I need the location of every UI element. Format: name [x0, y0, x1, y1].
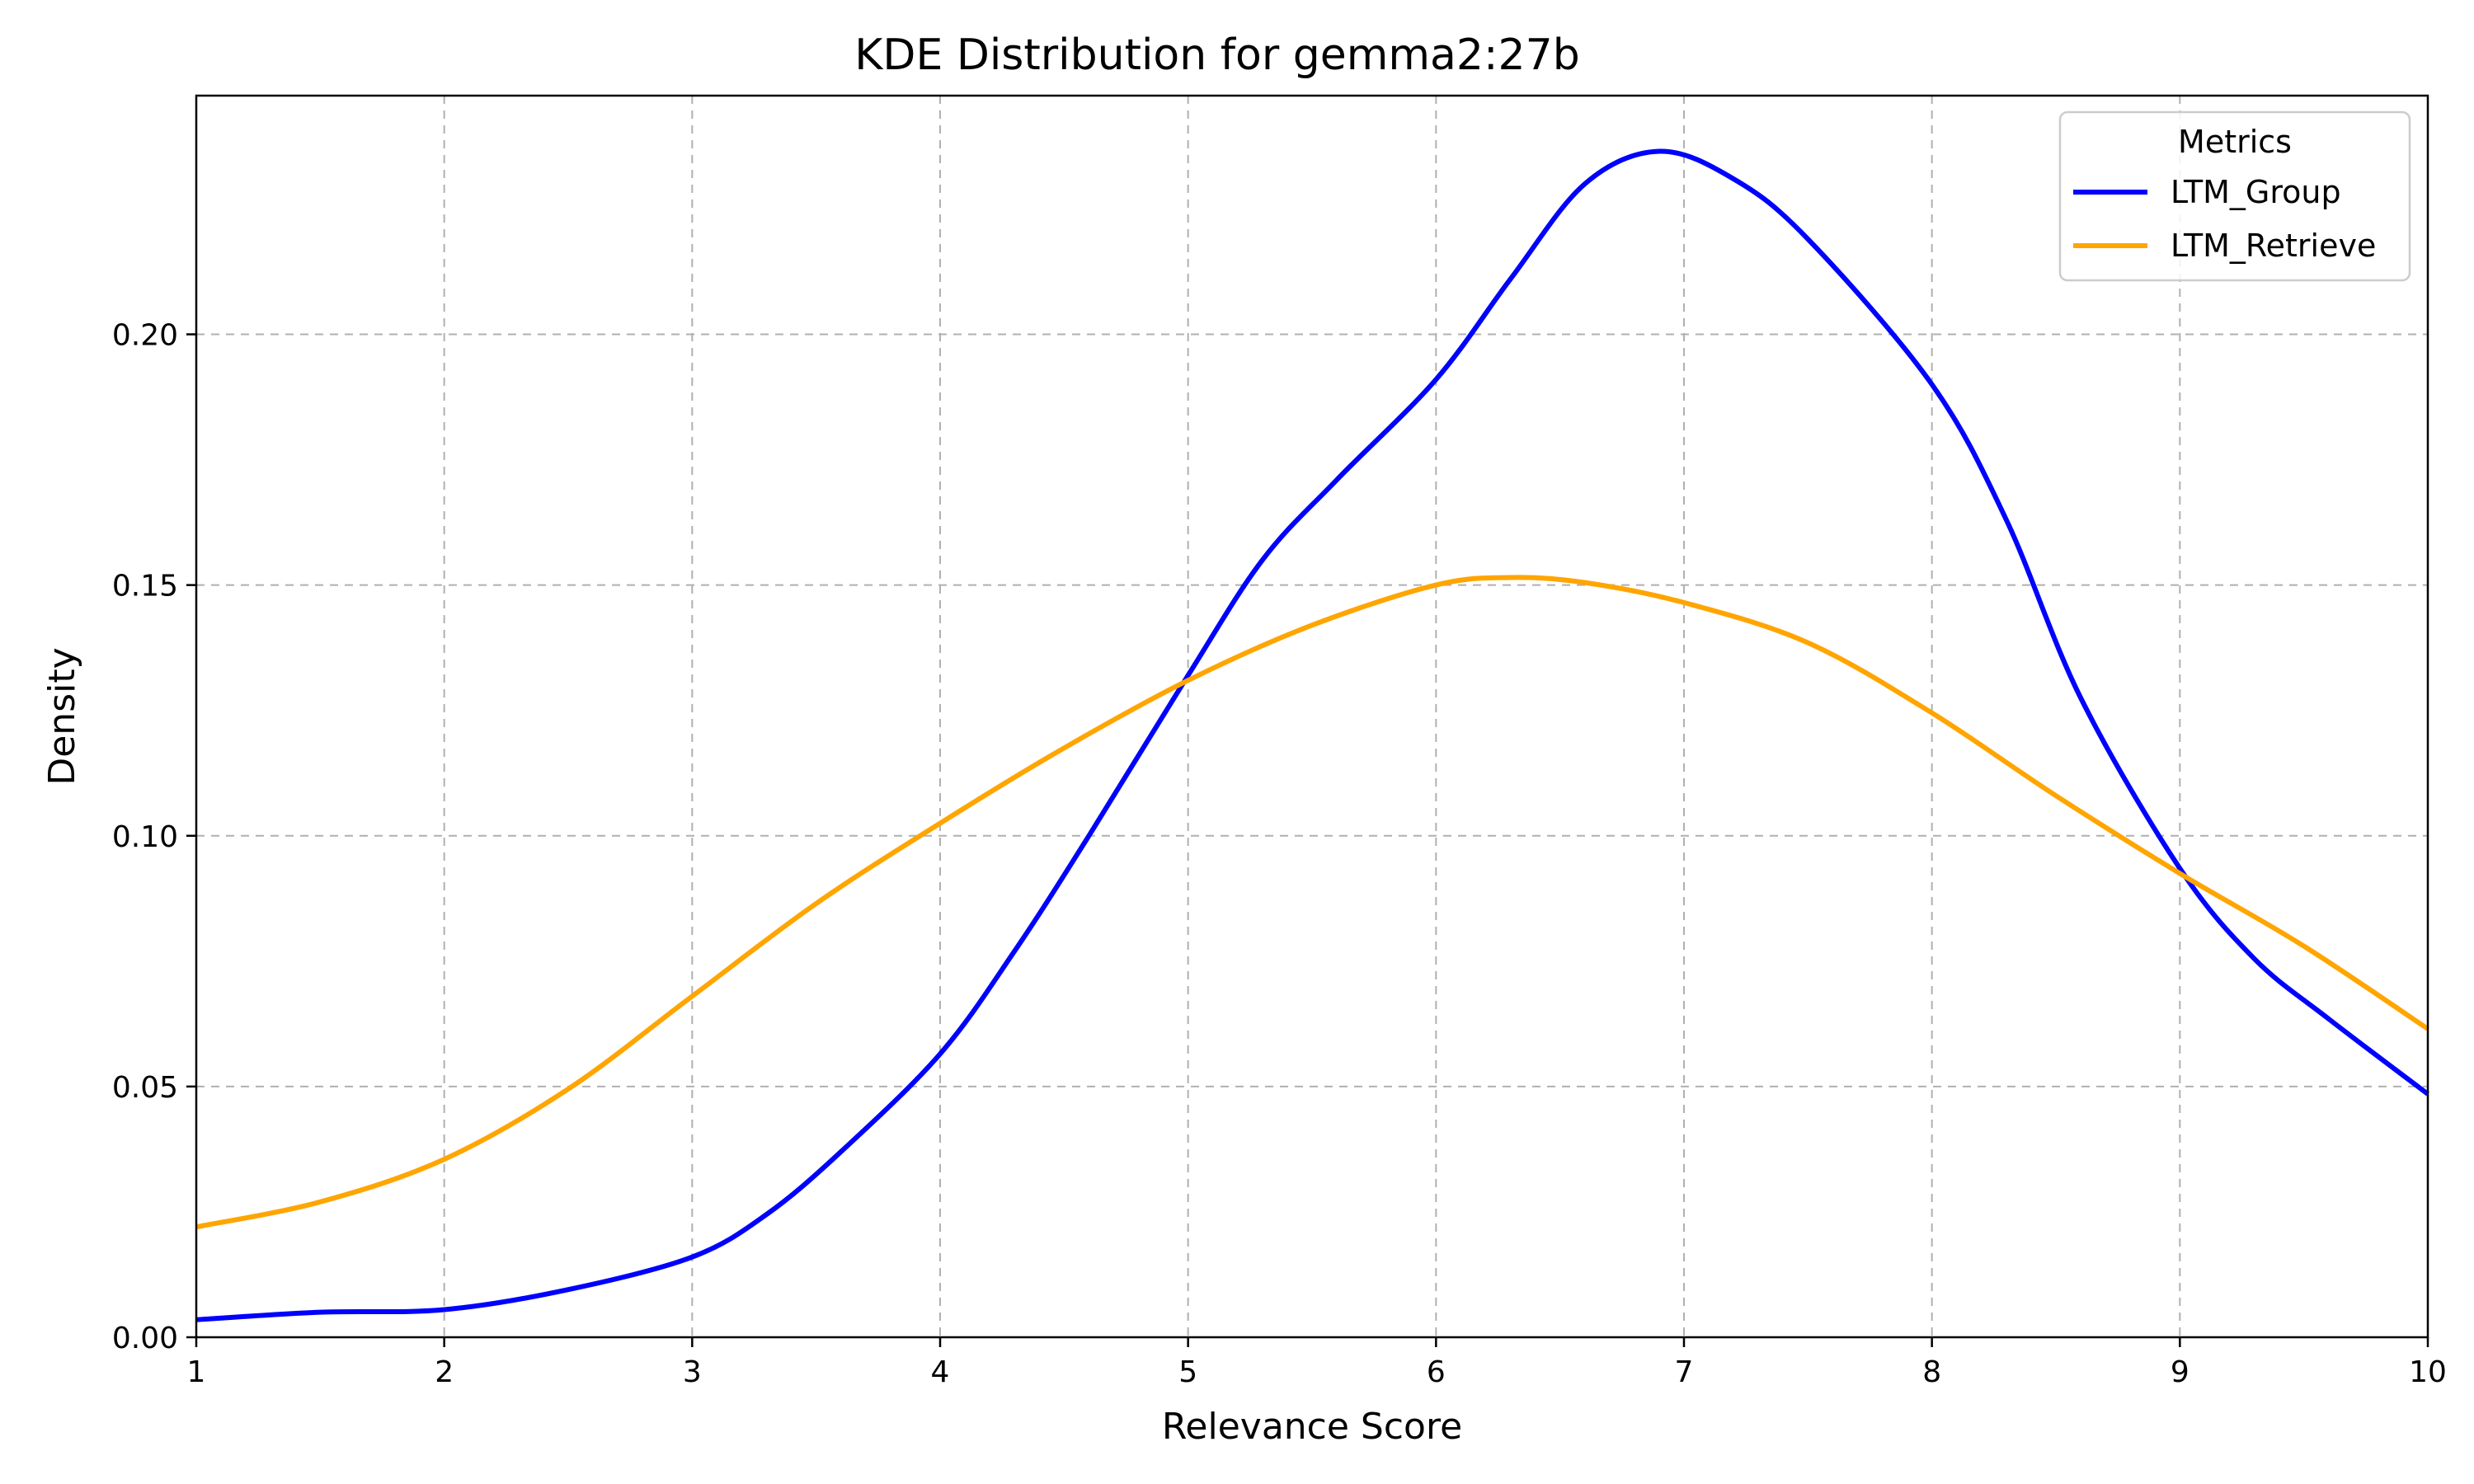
plot-frame	[195, 94, 2429, 1339]
x-tick-label: 7	[1675, 1355, 1694, 1389]
x-tick-label: 8	[1922, 1355, 1941, 1389]
axis-ticks: 1 2 3 4 5 6 7 8 9 10 0.00 0.05 0.10 0.15 0.20	[112, 319, 2447, 1389]
x-tick-label: 5	[1178, 1355, 1197, 1389]
x-tick-label: 4	[931, 1355, 950, 1389]
y-tick-label: 0.05	[112, 1071, 178, 1105]
series-line-ltm-group	[195, 148, 2429, 1322]
x-tick-label: 2	[435, 1355, 454, 1389]
x-tick-label: 3	[683, 1355, 702, 1389]
y-axis-label: Density	[41, 647, 83, 785]
legend-title: Metrics	[2178, 124, 2292, 160]
y-tick-label: 0.10	[112, 820, 178, 854]
y-tick-label: 0.20	[112, 319, 178, 353]
legend-label-ltm-retrieve: LTM_Retrieve	[2171, 228, 2376, 264]
x-tick-label: 1	[187, 1355, 206, 1389]
data-series	[195, 148, 2429, 1322]
series-line-ltm-retrieve	[195, 575, 2429, 1230]
chart-title: KDE Distribution for gemma2:27b	[854, 31, 1579, 80]
x-axis-label: Relevance Score	[1162, 1406, 1462, 1448]
x-tick-label: 10	[2409, 1355, 2447, 1389]
legend-box	[2058, 110, 2411, 282]
x-tick-label: 9	[2171, 1355, 2189, 1389]
x-tick-label: 6	[1427, 1355, 1446, 1389]
legend: Metrics LTM_Group LTM_Retrieve	[2058, 110, 2411, 282]
legend-label-ltm-group: LTM_Group	[2171, 174, 2341, 210]
y-tick-label: 0.00	[112, 1322, 178, 1355]
y-tick-label: 0.15	[112, 570, 178, 603]
